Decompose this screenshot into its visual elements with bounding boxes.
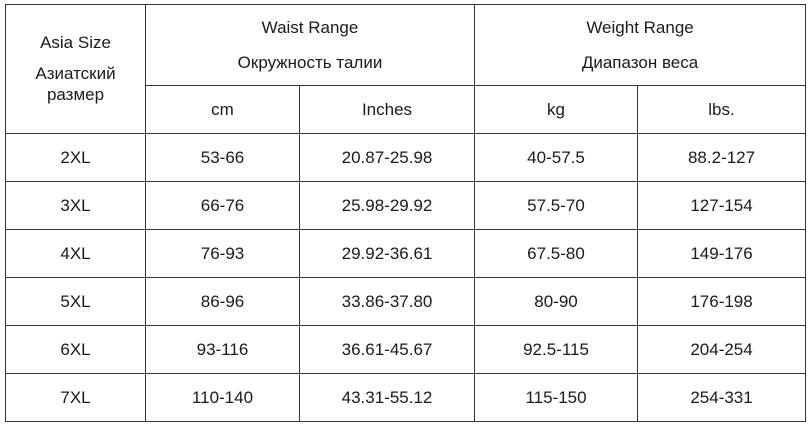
range-cell: 43.31-55.12 [298,373,476,422]
range-cell: 86-96 [145,277,300,326]
table-row: 4XL 76-93 29.92-36.61 67.5-80 149-176 [5,229,807,278]
header-title: Asia Size [40,33,111,52]
table-row: 5XL 86-96 33.86-37.80 80-90 176-198 [5,277,807,326]
range-cell: 115-150 [474,373,639,422]
unit-header: Inches [298,85,476,134]
range-cell: 149-176 [637,229,807,278]
range-cell: 57.5-70 [474,181,639,230]
range-cell: 36.61-45.67 [298,325,476,374]
size-cell: 6XL [5,325,146,374]
range-cell: 76-93 [145,229,300,278]
range-cell: 53-66 [145,133,300,182]
range-cell: 93-116 [145,325,300,374]
range-cell: 40-57.5 [474,133,639,182]
size-cell: 5XL [5,277,146,326]
range-cell: 25.98-29.92 [298,181,476,230]
unit-header: cm [145,85,300,134]
size-header: Asia Size Азиатский размер [5,4,146,134]
range-cell: 80-90 [474,277,639,326]
table-row: 2XL 53-66 20.87-25.98 40-57.5 88.2-127 [5,133,807,182]
header-subtitle: Азиатский размер [35,64,116,104]
size-cell: 2XL [5,133,146,182]
group-header: Waist Range Окружность талии [144,4,476,86]
size-table: Asia Size Азиатский размер Waist Range О… [5,4,807,422]
range-cell: 176-198 [637,277,807,326]
header-title: Waist Range [261,17,359,37]
range-cell: 66-76 [145,181,300,230]
range-cell: 20.87-25.98 [298,133,476,182]
range-cell: 110-140 [145,373,300,422]
size-cell: 4XL [5,229,146,278]
header-subtitle: Окружность талии [237,52,383,72]
range-cell: 67.5-80 [474,229,639,278]
range-cell: 88.2-127 [637,133,807,182]
range-cell: 33.86-37.80 [298,277,476,326]
header-subtitle: Диапазон веса [581,52,699,72]
range-cell: 29.92-36.61 [298,229,476,278]
range-cell: 204-254 [637,325,807,374]
size-cell: 3XL [5,181,146,230]
table-row: 7XL 110-140 43.31-55.12 115-150 254-331 [5,373,807,422]
unit-header: kg [474,85,639,134]
unit-header: lbs. [637,85,807,134]
size-cell: 7XL [5,373,146,422]
range-cell: 92.5-115 [474,325,639,374]
table-row: 6XL 93-116 36.61-45.67 92.5-115 204-254 [5,325,807,374]
header-title: Weight Range [586,17,694,37]
group-header: Weight Range Диапазон веса [474,4,807,86]
range-cell: 127-154 [637,181,807,230]
table-row: 3XL 66-76 25.98-29.92 57.5-70 127-154 [5,181,807,230]
range-cell: 254-331 [637,373,807,422]
